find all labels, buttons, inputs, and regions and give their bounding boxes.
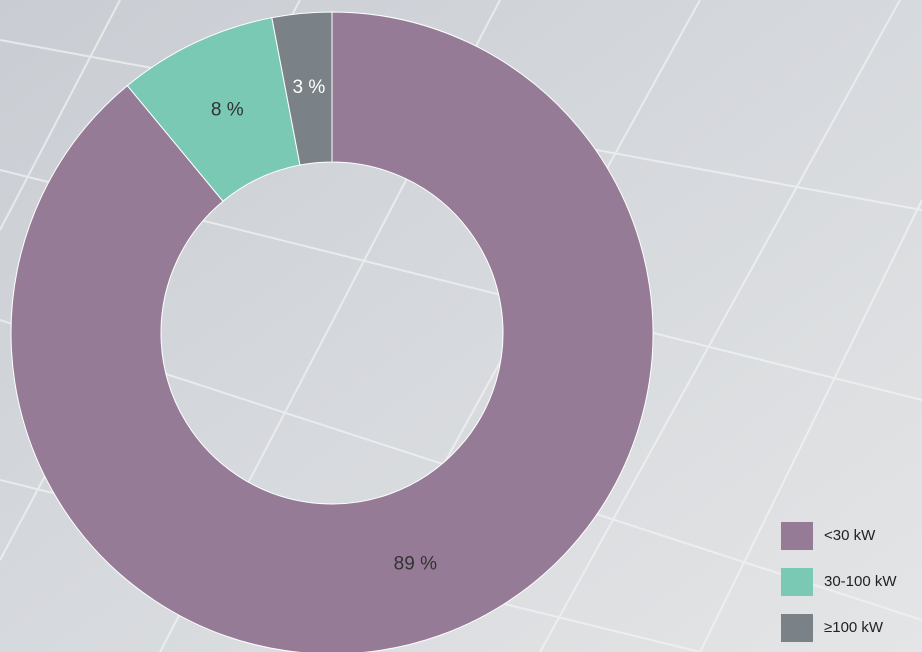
slice-label: 3 % bbox=[292, 77, 325, 98]
legend-label: 30-100 kW bbox=[824, 573, 897, 590]
legend-label: <30 kW bbox=[824, 527, 876, 544]
legend-label: ≥100 kW bbox=[824, 619, 884, 636]
legend-swatch bbox=[781, 522, 813, 550]
legend-swatch bbox=[781, 614, 813, 642]
donut-slice bbox=[271, 11, 333, 166]
slice-label: 8 % bbox=[211, 99, 244, 120]
legend-swatch bbox=[781, 568, 813, 596]
donut-slice bbox=[10, 11, 654, 652]
slice-label: 89 % bbox=[394, 553, 437, 574]
